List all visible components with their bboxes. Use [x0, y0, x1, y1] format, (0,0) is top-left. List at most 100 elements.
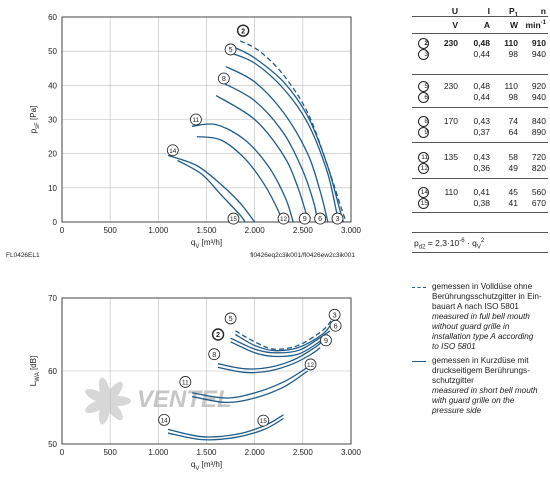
table-row: 15 0,38 41 670	[410, 198, 550, 209]
table-row: 11 135 0,43 58 720	[410, 152, 550, 163]
x-tick-label: 2.000	[245, 226, 266, 235]
table-rule-group-2	[412, 107, 548, 108]
cell-speed: 720	[531, 152, 546, 162]
table-rule-group-5	[412, 212, 548, 213]
y-tick-label: 50	[48, 440, 57, 449]
table-row: 6 0,44 98 940	[410, 92, 550, 103]
marker-label-2: 2	[241, 26, 245, 35]
cell-power: 110	[504, 38, 518, 48]
table-rule-formula-bottom	[412, 252, 548, 253]
marker-circle-12	[277, 212, 290, 225]
legend-line: gemessen in Volldüse ohne	[432, 282, 533, 291]
legend-line: pressure side	[432, 406, 482, 415]
curve-12-pressure	[196, 135, 283, 223]
marker-label-14: 14	[161, 418, 169, 425]
legend-line: druckseitigem Berührungs-	[432, 366, 530, 375]
x-tick-label: 500	[103, 226, 117, 235]
legend-line: bauart A nach ISO 5801	[432, 302, 519, 311]
legend-line: measured in full bell mouth	[432, 312, 530, 321]
x-tick-label: 2.500	[293, 226, 314, 235]
row-marker-circle: 12	[418, 163, 429, 174]
marker-label-3: 3	[333, 310, 337, 319]
cell-current: 0,41	[473, 187, 490, 197]
cell-speed: 890	[531, 127, 546, 137]
marker-circle-14	[166, 144, 179, 157]
watermark-fan-blade	[104, 381, 123, 404]
marker-label-8: 8	[222, 74, 226, 83]
curve-5-pressure	[230, 52, 341, 223]
solid-line-swatch	[412, 361, 426, 362]
cell-current: 0,43	[473, 152, 490, 162]
chart-footer-left: FL0426EL1	[6, 252, 40, 259]
curve-6-pressure	[225, 65, 329, 223]
dashed-line-swatch	[412, 287, 426, 288]
marker-label-12: 12	[280, 216, 288, 223]
y-tick-label: 40	[48, 81, 57, 90]
cell-current: 0,44	[473, 49, 490, 59]
marker-circle-9	[320, 334, 332, 347]
table-header-row: U I P1 n	[410, 6, 550, 19]
row-marker-circle: 3	[418, 49, 429, 60]
cell-voltage: 230	[443, 81, 458, 91]
cell-current: 0,43	[473, 116, 490, 126]
cell-power: 41	[508, 198, 518, 208]
x-tick-label: 2.000	[245, 448, 266, 457]
marker-label-3: 3	[336, 214, 340, 223]
table-row: 12 0,36 49 820	[410, 163, 550, 174]
table-row: 5 230 0,48 110 920	[410, 81, 550, 92]
y-axis-label: psF [Pa]	[29, 106, 41, 134]
marker-label-12: 12	[307, 362, 315, 369]
marker-label-9: 9	[324, 336, 328, 345]
cell-power: 98	[508, 92, 518, 102]
curve-15-sound	[167, 417, 284, 441]
y-tick-label: 30	[48, 116, 57, 125]
watermark-text: VENTEL	[137, 386, 232, 413]
header-speed: n	[540, 6, 546, 16]
cell-current: 0,37	[473, 127, 490, 137]
marker-circle-12	[304, 358, 317, 371]
cell-power: 98	[508, 49, 518, 59]
legend-line: schutzgitter	[432, 376, 474, 385]
curve-6-sound	[230, 333, 329, 358]
x-tick-label: 2.500	[293, 448, 314, 457]
cell-current: 0,48	[473, 38, 490, 48]
table-rule-header	[412, 33, 548, 34]
plot-frame	[61, 297, 352, 445]
table-rule-group-3	[412, 142, 548, 143]
header-voltage: U	[451, 6, 458, 16]
x-axis-label: qV [m³/h]	[191, 460, 222, 472]
cell-current: 0,38	[473, 198, 490, 208]
curve-3-sound	[235, 323, 333, 352]
unit-current: A	[483, 20, 490, 30]
curve-11-pressure	[191, 123, 294, 223]
marker-circle-2	[211, 328, 225, 341]
curve-5-sound	[230, 330, 331, 354]
marker-circle-9	[298, 212, 311, 225]
cell-current: 0,44	[473, 92, 490, 102]
cell-voltage: 135	[443, 152, 458, 162]
row-marker-circle: 14	[418, 187, 429, 198]
formula-text: pd2 = 2,3·10-6 · qV2	[414, 238, 485, 251]
row-marker-circle: 9	[418, 127, 429, 138]
marker-circle-2	[236, 24, 250, 37]
marker-label-14: 14	[169, 148, 177, 155]
legend-dashed-text: gemessen in Volldüse ohne Berührungsschut…	[432, 282, 550, 352]
header-current: I	[487, 6, 490, 16]
x-tick-label: 0	[60, 226, 65, 235]
marker-label-6: 6	[318, 214, 322, 223]
curve-8-sound	[217, 341, 323, 370]
cell-speed: 940	[531, 49, 546, 59]
marker-label-5: 5	[229, 45, 233, 54]
cell-power: 74	[508, 116, 518, 126]
y-tick-label: 0	[53, 218, 58, 227]
table-rule-group-1	[412, 74, 548, 75]
row-marker-circle: 8	[418, 116, 429, 127]
marker-circle-3	[331, 212, 344, 225]
y-tick-label: 60	[48, 13, 57, 22]
curve-12-sound	[191, 370, 309, 404]
y-tick-label: 70	[48, 294, 57, 303]
chart-footer-right: fl0426eq2c3ik001/fl0426ew2c3ik001	[250, 252, 355, 259]
x-tick-label: 1.500	[196, 226, 217, 235]
x-tick-label: 1.000	[148, 448, 169, 457]
row-marker-circle: 11	[418, 152, 429, 163]
